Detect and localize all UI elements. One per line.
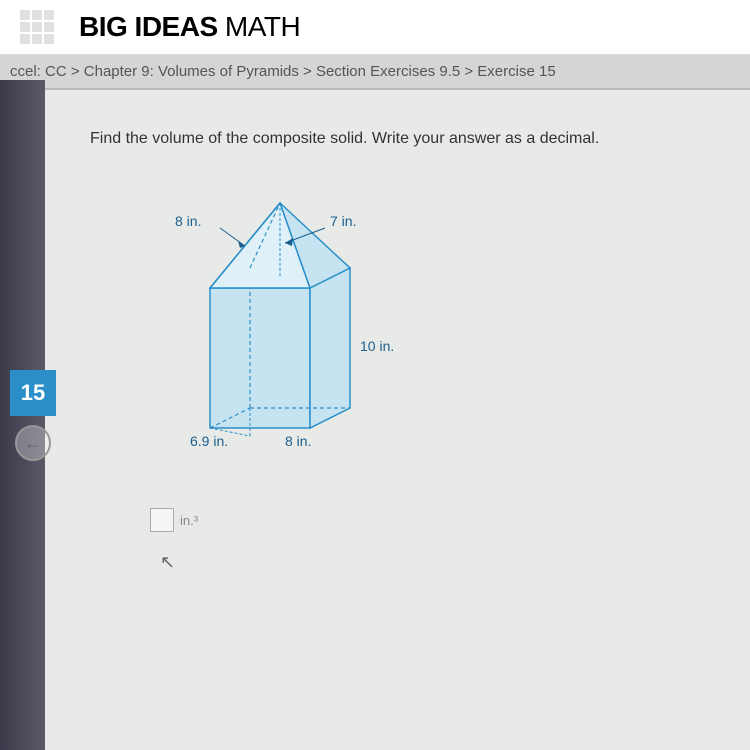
label-base-height: 6.9 in. (190, 433, 228, 449)
answer-row: in.³ (150, 508, 660, 532)
logo-bold: BIG IDEAS (79, 11, 218, 42)
problem-number: 15 (10, 370, 56, 416)
content: Find the volume of the composite solid. … (0, 90, 750, 593)
answer-unit: in.³ (180, 513, 198, 528)
label-slant-right: 7 in. (330, 213, 356, 229)
label-slant-left: 8 in. (175, 213, 201, 229)
geometry-figure: 8 in. 7 in. 10 in. 6.9 in. 8 in. (150, 178, 410, 468)
header: BIG IDEAS MATH (0, 0, 750, 55)
cursor-icon: ↖ (160, 552, 660, 573)
back-button[interactable]: ← (15, 425, 51, 461)
app-menu-icon[interactable] (20, 10, 54, 44)
arrow-left-icon: ← (24, 433, 42, 454)
label-base-side: 8 in. (285, 433, 311, 449)
answer-input[interactable] (150, 508, 174, 532)
problem-prompt: Find the volume of the composite solid. … (90, 130, 660, 148)
breadcrumb[interactable]: ccel: CC > Chapter 9: Volumes of Pyramid… (0, 55, 750, 90)
logo: BIG IDEAS MATH (79, 11, 300, 43)
logo-normal: MATH (218, 11, 301, 42)
label-height: 10 in. (360, 338, 394, 354)
